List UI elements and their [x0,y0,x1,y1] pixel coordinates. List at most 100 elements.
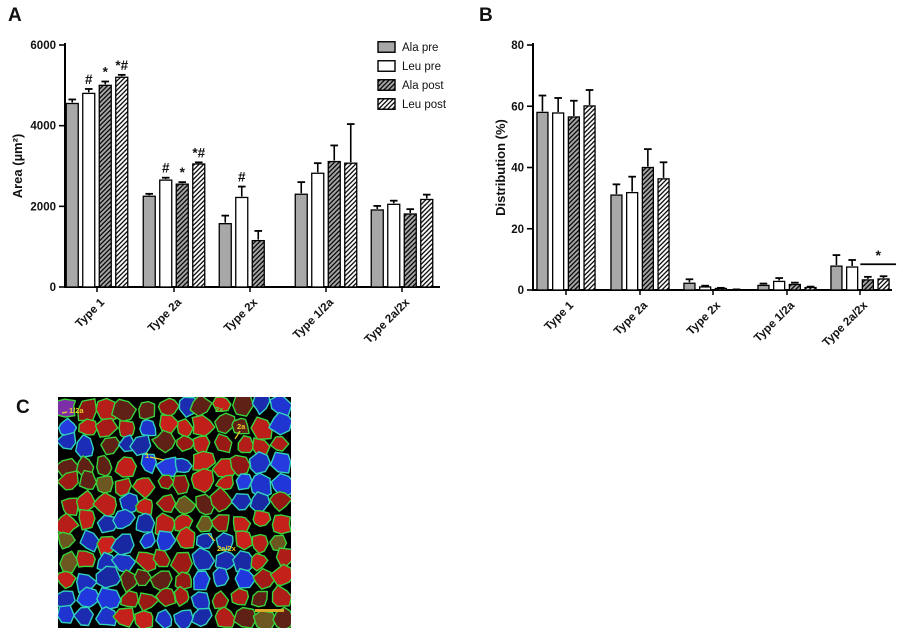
muscle-fiber-cell [175,526,196,549]
muscle-fiber-cell [110,533,135,556]
fiber-type-annotation: 2x [215,405,224,414]
fiber-type-annotation: 1/2a [69,406,84,415]
muscle-fiber-cell [269,491,291,512]
legend-label: Ala pre [402,42,438,54]
muscle-fiber-cell [137,592,160,612]
muscle-fiber-cell [214,606,237,628]
muscle-fiber-cell [76,586,102,608]
muscle-fiber-cell [193,570,211,591]
y-tick-label: 4000 [30,121,56,133]
muscle-fiber-micrograph: 1/2a 2x 2a 1 2a/2x [58,397,291,628]
bar-A-1-1 [159,176,173,288]
muscle-fiber-cell [58,570,77,590]
muscle-fiber-cell [152,548,171,568]
muscle-fiber-cell [214,474,234,491]
bar-A-1-3 [311,162,325,288]
muscle-fiber-cell [213,433,233,454]
bar-B-3-0 [583,89,596,291]
muscle-fiber-cell [212,566,230,588]
bar-B-3-3 [804,285,817,291]
muscle-fiber-cell [270,472,291,499]
bar-B-1-3 [772,277,786,291]
annotation-leader-line [234,430,241,440]
muscle-fiber-cell [271,514,291,535]
x-category-label: Type 1 [73,296,107,330]
legend-label: Leu post [402,99,447,111]
bar-B-1-4 [845,259,859,291]
muscle-fiber-cell [96,454,113,477]
muscle-fiber-cell [235,530,254,551]
muscle-fiber-cell [58,431,77,450]
muscle-fiber-cell [195,532,215,550]
muscle-fiber-cell [248,451,271,475]
muscle-fiber-cell [58,470,79,491]
muscle-fiber-cell [234,567,257,589]
muscle-fiber-cell [134,551,157,573]
bar-B-0-0 [536,94,549,291]
y-tick-label: 0 [518,285,524,297]
muscle-fiber-cell [232,397,255,417]
bar-A-2-0 [98,80,112,288]
muscle-fiber-cell [191,607,213,628]
muscle-fiber-cell [230,493,253,511]
legend-label: Leu pre [402,61,441,73]
bar-A-0-1 [142,192,156,288]
panel-label-a: A [8,5,22,26]
muscle-fiber-cell [92,491,118,518]
muscle-fiber-cell [275,547,291,567]
muscle-fiber-cell [75,550,96,568]
fiber-type-annotation: 2a/2x [217,544,237,553]
muscle-fiber-cell [78,508,96,531]
muscle-fiber-cell [58,604,75,624]
muscle-fiber-cell [269,451,291,474]
panel-label-c: C [16,397,30,418]
muscle-fiber-cell [111,398,137,423]
bar-A-1-4 [387,199,401,288]
muscle-fiber-cell [271,584,291,607]
scale-bar [255,609,284,612]
muscle-fiber-cell [155,456,180,478]
muscle-fiber-cell [269,435,290,452]
muscle-fiber-cell [252,567,277,590]
muscle-fiber-cell [250,416,273,441]
annotation-leader-line [149,456,165,461]
bar-A-0-0 [65,98,79,288]
bar-A-0-2 [218,214,232,288]
bar-B-3-4 [877,275,890,291]
muscle-fiber-cell [252,610,277,628]
muscle-fiber-cell [215,532,234,551]
bar-B-1-2 [698,284,712,291]
muscle-fiber-cell [269,563,291,587]
muscle-fiber-cell [172,474,190,495]
x-category-label: Type 2a [146,296,185,335]
significance-annotation: * [103,65,109,80]
muscle-fiber-cell [134,610,154,628]
muscle-fiber-cell [100,436,121,456]
muscle-fiber-cell [96,535,121,557]
muscle-fiber-cell [112,607,135,628]
muscle-fiber-cell [251,533,269,555]
bar-B-0-3 [757,282,770,291]
muscle-fiber-cell [157,474,175,490]
muscle-fiber-cell [58,531,76,550]
panel-label-b: B [479,5,493,26]
chart-area-by-fiber-type: 0 2000 4000 6000 Area (µm²) Type 1 Type 2a Type… [10,40,447,346]
muscle-fiber-cell [139,419,157,437]
legend-item: Ala post [377,79,444,92]
significance-star: * [875,247,881,263]
legend-item: Leu pre [377,60,441,73]
bar-B-2-4 [861,275,875,291]
muscle-fiber-cell [268,411,291,436]
chart-distribution-by-fiber-type: 0 20 40 60 80 Distribution (%) Type 1 Type 2a Ty… [493,40,897,349]
bar-B-1-1 [625,175,639,291]
muscle-fiber-cell [191,414,216,437]
x-category-label: Type 2x [222,296,261,335]
muscle-fiber-cell [95,565,122,589]
muscle-fiber-cell [95,397,118,423]
bar-B-3-1 [657,161,670,291]
bar-B-0-1 [610,183,623,291]
muscle-fiber-cell [114,456,138,478]
x-category-label: Type 2a [612,299,651,338]
muscle-fiber-cell [237,435,255,454]
